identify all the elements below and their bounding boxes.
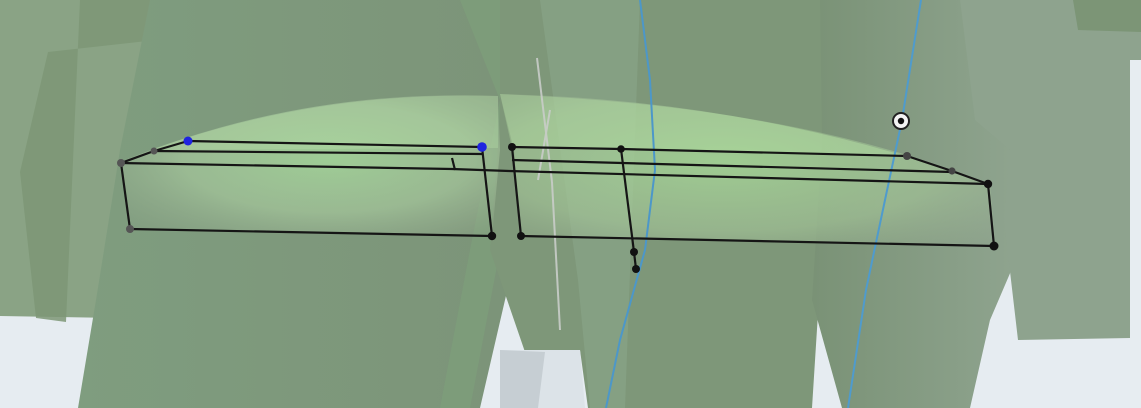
curved-slab-right[interactable]: [500, 94, 996, 246]
vertex[interactable]: [617, 145, 625, 153]
vertex[interactable]: [150, 147, 158, 155]
vertex[interactable]: [983, 179, 993, 189]
vertex[interactable]: [126, 225, 134, 233]
snap-target-icon[interactable]: [892, 112, 910, 130]
vertex[interactable]: [508, 143, 516, 151]
vertex[interactable]: [989, 241, 999, 251]
vertex[interactable]: [517, 232, 525, 240]
selected-vertex[interactable]: [477, 142, 487, 152]
slab-vertices[interactable]: [117, 143, 999, 273]
selected-vertex[interactable]: [183, 136, 193, 146]
selected-vertices[interactable]: [183, 136, 487, 152]
vertex[interactable]: [630, 248, 638, 256]
vertex[interactable]: [903, 152, 911, 160]
vertex[interactable]: [487, 231, 497, 241]
guide-line-left[interactable]: [605, 0, 657, 408]
right-tall-block[interactable]: [960, 0, 1141, 408]
slab-edges-left[interactable]: [119, 139, 510, 238]
guide-line-right[interactable]: [847, 0, 922, 408]
vertex[interactable]: [948, 167, 956, 175]
vertex[interactable]: [117, 159, 125, 167]
vertex[interactable]: [632, 265, 640, 273]
